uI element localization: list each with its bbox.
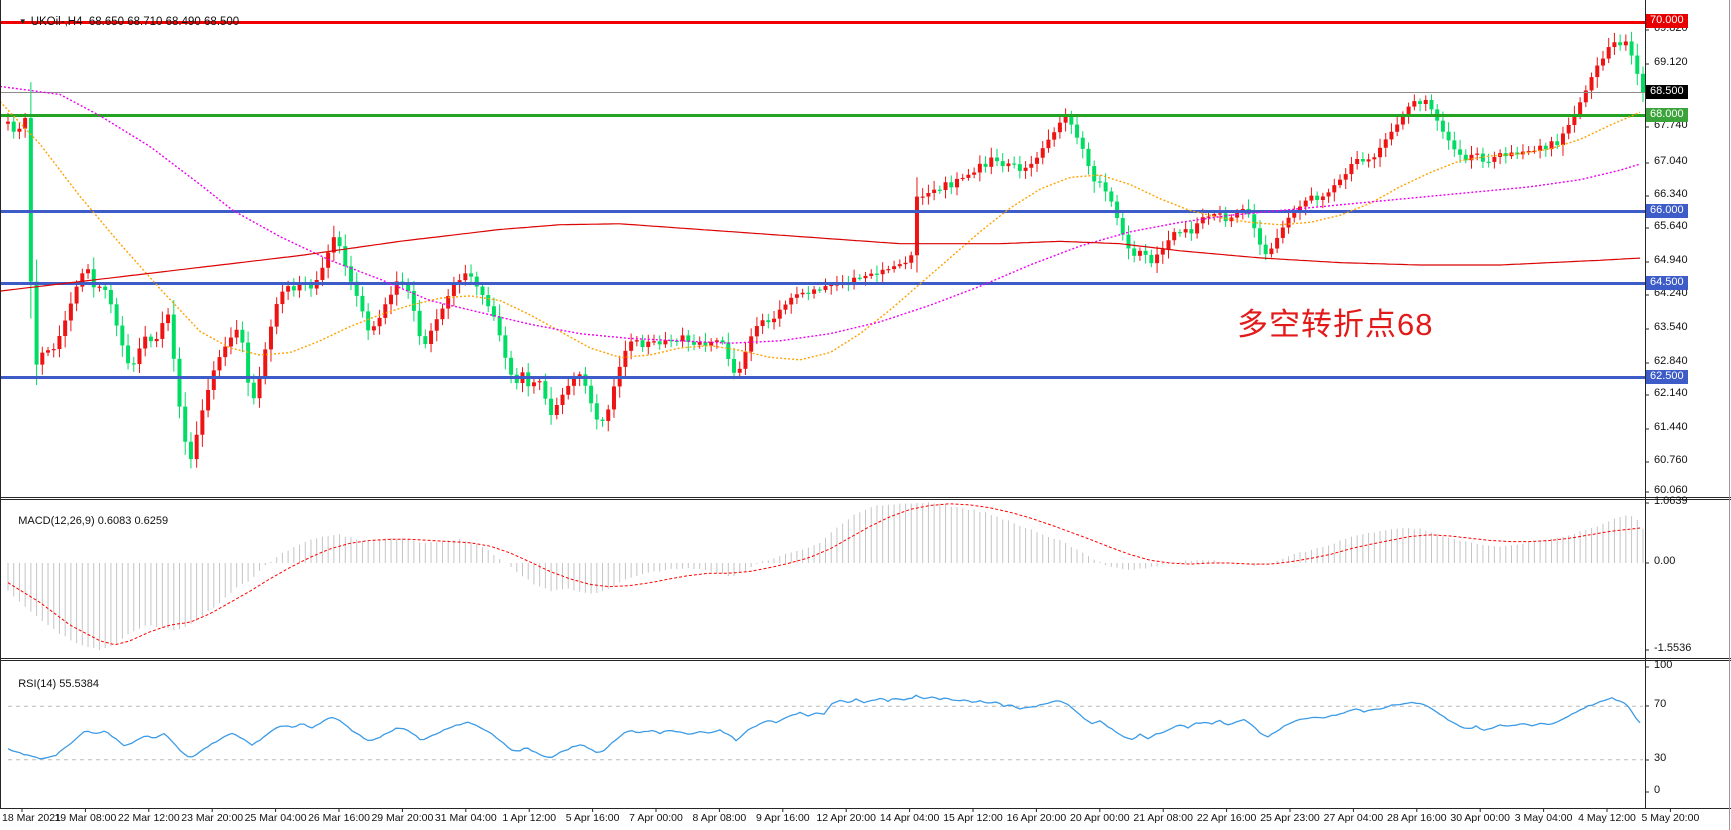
macd-histogram	[7, 502, 1644, 651]
price-axis-label: 62.840	[1654, 355, 1688, 367]
ohlc-close: 68.500	[204, 16, 240, 28]
price-axis-label: 64.240	[1654, 287, 1688, 299]
time-axis-label: 20 Apr 00:00	[1070, 812, 1130, 824]
ma-mid-line	[0, 85, 1641, 344]
price-axis-badge: 62.500	[1646, 370, 1688, 384]
ma-slow-line	[0, 223, 1641, 292]
price-axis-label: 65.640	[1654, 220, 1688, 232]
rsi-indicator-label: RSI(14) 55.5384	[18, 678, 99, 690]
time-axis-label: 29 Mar 20:00	[371, 812, 434, 824]
price-axis-label: 69.120	[1654, 56, 1688, 68]
time-axis-label: 3 May 04:00	[1514, 812, 1573, 824]
time-axis-label: 21 Apr 08:00	[1133, 812, 1193, 824]
macd-main-value: 0.6083	[97, 515, 132, 527]
time-axis-label: 8 Apr 08:00	[692, 812, 747, 824]
symbol-header: ▼ UKOil-,H4 68.650 68.710 68.490 68.500	[6, 4, 239, 40]
price-axis-badge: 66.000	[1646, 204, 1688, 218]
price-axis-label: 66.340	[1654, 188, 1688, 200]
time-axis-label: 16 Apr 20:00	[1006, 812, 1067, 824]
price-axis[interactable]: 70.000 69.820 69.120 68.500 68.000 67.740 67.0…	[1646, 0, 1730, 808]
time-axis-label: 18 Mar 2021	[2, 812, 61, 824]
time-axis[interactable]: 18 Mar 2021 19 Mar 08:00 22 Mar 12:00 23 Ma…	[0, 809, 1731, 830]
time-axis-label: 22 Apr 16:00	[1196, 812, 1257, 824]
macd-axis-label: 1.0639	[1654, 495, 1688, 507]
macd-axis-label: -1.5536	[1654, 642, 1692, 654]
macd-axis-label: 0.00	[1654, 555, 1676, 567]
macd-signal-line	[7, 503, 1641, 646]
rsi-axis-label: 70	[1654, 698, 1667, 710]
price-axis-label: 61.440	[1654, 421, 1688, 433]
symbol-dropdown-icon[interactable]: ▼	[18, 17, 27, 26]
price-axis-label: 60.760	[1654, 454, 1688, 466]
time-axis-label: 28 Apr 16:00	[1387, 812, 1447, 824]
time-axis-label: 5 Apr 16:00	[565, 812, 620, 824]
time-axis-label: 25 Mar 04:00	[244, 812, 307, 824]
macd-indicator-label: MACD(12,26,9) 0.6083 0.6259	[18, 515, 169, 527]
rsi-value: 55.5384	[59, 678, 99, 690]
time-axis-label: 1 Apr 12:00	[502, 812, 557, 824]
price-axis-badge: 70.000	[1646, 14, 1688, 28]
ma-fast-line	[0, 101, 1641, 361]
price-axis-label: 67.040	[1654, 155, 1688, 167]
price-axis-label: 67.740	[1654, 119, 1688, 131]
time-axis-label: 30 Apr 00:00	[1450, 812, 1510, 824]
time-axis-label: 4 May 12:00	[1578, 812, 1636, 824]
price-axis-label: 62.140	[1654, 387, 1688, 399]
price-axis-label: 64.940	[1654, 254, 1688, 266]
price-axis-badge: 68.500	[1646, 85, 1688, 99]
time-axis-label: 26 Mar 16:00	[308, 812, 370, 824]
rsi-axis-label: 30	[1654, 752, 1667, 764]
time-axis-label: 7 Apr 00:00	[629, 812, 683, 824]
symbol-name: UKOil-,H4	[30, 16, 83, 28]
time-axis-label: 15 Apr 12:00	[943, 812, 1003, 824]
time-axis-label: 14 Apr 04:00	[879, 812, 940, 824]
time-axis-label: 5 May 20:00	[1641, 812, 1700, 824]
time-axis-label: 23 Mar 20:00	[181, 812, 244, 824]
time-axis-label: 9 Apr 16:00	[755, 812, 810, 824]
price-axis-badge: 68.000	[1646, 108, 1688, 122]
rsi-line	[7, 694, 1641, 760]
time-axis-label: 25 Apr 23:00	[1260, 812, 1320, 824]
rsi-axis-label: 0	[1654, 784, 1661, 796]
rsi-axis-label: 100	[1654, 659, 1673, 671]
time-axis-label: 31 Mar 04:00	[434, 812, 497, 824]
time-axis-label: 22 Mar 12:00	[117, 812, 180, 824]
price-axis-label: 60.060	[1654, 484, 1688, 496]
time-axis-label: 27 Apr 04:00	[1323, 812, 1384, 824]
ohlc-open: 68.650	[88, 16, 125, 28]
chart-text-annotation[interactable]: 多空转折点68	[1237, 307, 1434, 342]
price-axis-badge: 64.500	[1646, 276, 1688, 290]
macd-signal-value: 0.6259	[134, 515, 169, 527]
price-axis-label: 63.540	[1654, 321, 1688, 333]
candlesticks-group	[6, 31, 1645, 469]
time-axis-label: 19 Mar 08:00	[54, 812, 117, 824]
time-axis-label: 12 Apr 20:00	[816, 812, 876, 824]
price-axis-label: 69.820	[1654, 22, 1688, 34]
ohlc-low: 68.490	[165, 16, 201, 28]
ohlc-high: 68.710	[127, 16, 163, 28]
horizontal-level-lines	[0, 21, 1645, 379]
